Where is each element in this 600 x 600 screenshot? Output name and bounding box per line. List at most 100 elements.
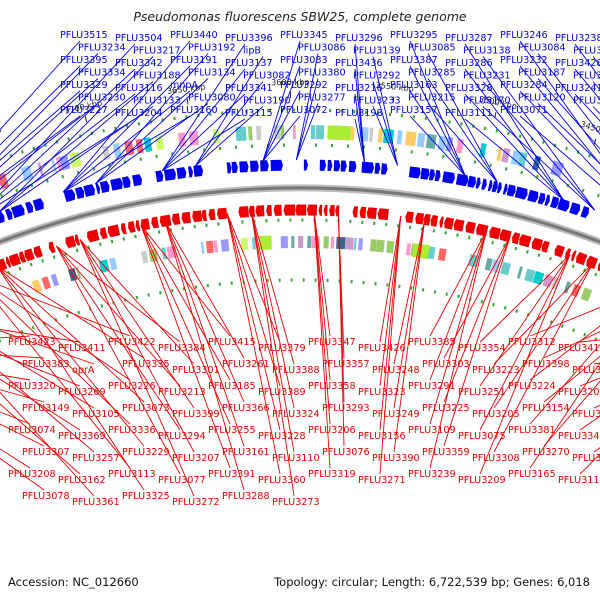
- gene-label: PFLU3515: [60, 30, 108, 41]
- forward-leader-line: [409, 65, 466, 176]
- cog-feature: [404, 131, 417, 147]
- forward-gene-arrow: [260, 160, 269, 172]
- cog-feature: [58, 154, 71, 171]
- forward-gene-arrow: [340, 160, 347, 172]
- reverse-leader-line: [0, 329, 81, 343]
- gene-label: PFLU3207: [172, 453, 220, 464]
- gene-label: PFLU3241: [555, 83, 600, 94]
- cog-feature: [524, 268, 536, 283]
- gene-label: PFLU3398: [522, 359, 570, 370]
- cog-feature: [161, 247, 168, 260]
- gene-label: PFLU3162: [58, 475, 106, 486]
- gene-label: PFLU3328: [445, 83, 493, 94]
- scale-tick: [186, 98, 189, 105]
- forward-gene-arrow: [193, 165, 204, 177]
- reverse-leader-line: [140, 225, 231, 469]
- gene-label: PFLU3228: [258, 431, 306, 442]
- gene-label: PFLU3226: [108, 381, 156, 392]
- reverse-leader-line: [0, 389, 45, 403]
- scale-tick: [84, 116, 88, 123]
- forward-gene-arrow: [163, 168, 176, 181]
- gene-label: PFLU3234: [78, 43, 126, 54]
- forward-gene-arrow: [83, 184, 95, 197]
- reverse-gene-arrow: [255, 205, 265, 217]
- reverse-gene-arrow: [19, 251, 27, 263]
- gene-label: PFLU3342: [115, 58, 163, 69]
- reverse-gene-arrow: [33, 245, 43, 258]
- gene-label: PFLU3292: [353, 71, 401, 82]
- reverse-gene-arrow: [151, 216, 159, 229]
- forward-gene-arrow: [374, 162, 381, 174]
- forward-leader-line: [409, 90, 466, 176]
- reverse-leader-line: [493, 262, 594, 409]
- forward-leader-line: [464, 118, 564, 201]
- reverse-gene-arrow: [283, 204, 296, 216]
- forward-gene-arrow: [496, 182, 502, 194]
- forward-gene-arrow: [557, 198, 570, 212]
- gene-label: PFLU3324: [272, 409, 320, 420]
- reverse-leader-line: [543, 331, 600, 359]
- forward-leader-line: [537, 78, 600, 150]
- cog-feature: [101, 145, 111, 161]
- forward-gene-arrow: [10, 204, 25, 219]
- forward-leader-line: [162, 118, 246, 172]
- cog-feature: [516, 266, 523, 279]
- gene-label: PFLU3229: [122, 447, 170, 458]
- gene-label: PFLU3270: [522, 447, 570, 458]
- cog-feature: [50, 273, 60, 287]
- forward-leader-line: [519, 90, 600, 176]
- forward-gene-arrow: [4, 208, 13, 221]
- gene-label: PFLU3325: [122, 491, 170, 502]
- gene-label: PFLU3383: [22, 359, 70, 370]
- gene-label: PFLU3208: [8, 469, 56, 480]
- reverse-leader-line: [393, 219, 426, 409]
- forward-leader-line: [194, 56, 264, 167]
- reverse-gene-arrow: [65, 235, 77, 249]
- reverse-leader-line: [393, 219, 426, 365]
- gene-label: PFLU3246: [500, 30, 548, 41]
- forward-leader-line: [0, 115, 81, 176]
- cog-feature: [155, 135, 164, 151]
- reverse-gene-arrow: [352, 206, 358, 218]
- reverse-gene-arrow: [128, 221, 136, 233]
- gene-label: PFLU3078: [22, 491, 70, 502]
- gene-label: PFLU3366: [222, 403, 270, 414]
- forward-leader-line: [95, 53, 209, 185]
- reverse-leader-line: [0, 267, 145, 359]
- gene-label: PFLU3422: [108, 337, 156, 348]
- cog-feature: [358, 126, 369, 142]
- reverse-leader-line: [443, 236, 511, 403]
- forward-gene-arrow: [569, 202, 581, 216]
- forward-leader-line: [354, 68, 365, 163]
- forward-leader-line: [482, 106, 596, 211]
- gene-label: PFLU3073: [122, 403, 170, 414]
- reverse-gene-arrow: [306, 204, 317, 216]
- reverse-leader-line: [313, 210, 331, 381]
- reverse-leader-line: [0, 354, 45, 359]
- cog-feature: [425, 133, 437, 150]
- reverse-leader-line: [226, 213, 281, 343]
- reverse-gene-arrow: [586, 255, 599, 270]
- gene-label: oprA: [72, 365, 95, 376]
- forward-gene-arrow: [428, 169, 435, 181]
- gene-label: PFLU3285: [408, 68, 456, 79]
- gene-label: PFLU3110: [272, 453, 320, 464]
- gene-label: PFLU3428: [555, 58, 600, 69]
- forward-gene-arrow: [408, 166, 421, 179]
- reverse-leader-line: [479, 254, 571, 343]
- reverse-leader-line: [0, 371, 95, 453]
- forward-gene-arrow: [380, 163, 388, 175]
- forward-gene-arrow: [348, 160, 357, 173]
- cog-feature: [500, 261, 512, 276]
- gene-label: PFLU3105: [72, 409, 120, 420]
- reverse-leader-line: [164, 220, 245, 491]
- cog-feature: [220, 239, 230, 252]
- cog-feature: [41, 276, 52, 290]
- gene-label: PFLU3204: [115, 108, 163, 119]
- gene-label: PFLU3357: [322, 359, 370, 370]
- gene-label: PFLU3387: [390, 55, 438, 66]
- forward-leader-line: [482, 56, 596, 211]
- forward-leader-line: [262, 65, 301, 161]
- gene-label: PFLU3109: [408, 425, 456, 436]
- forward-gene-arrow: [25, 201, 34, 214]
